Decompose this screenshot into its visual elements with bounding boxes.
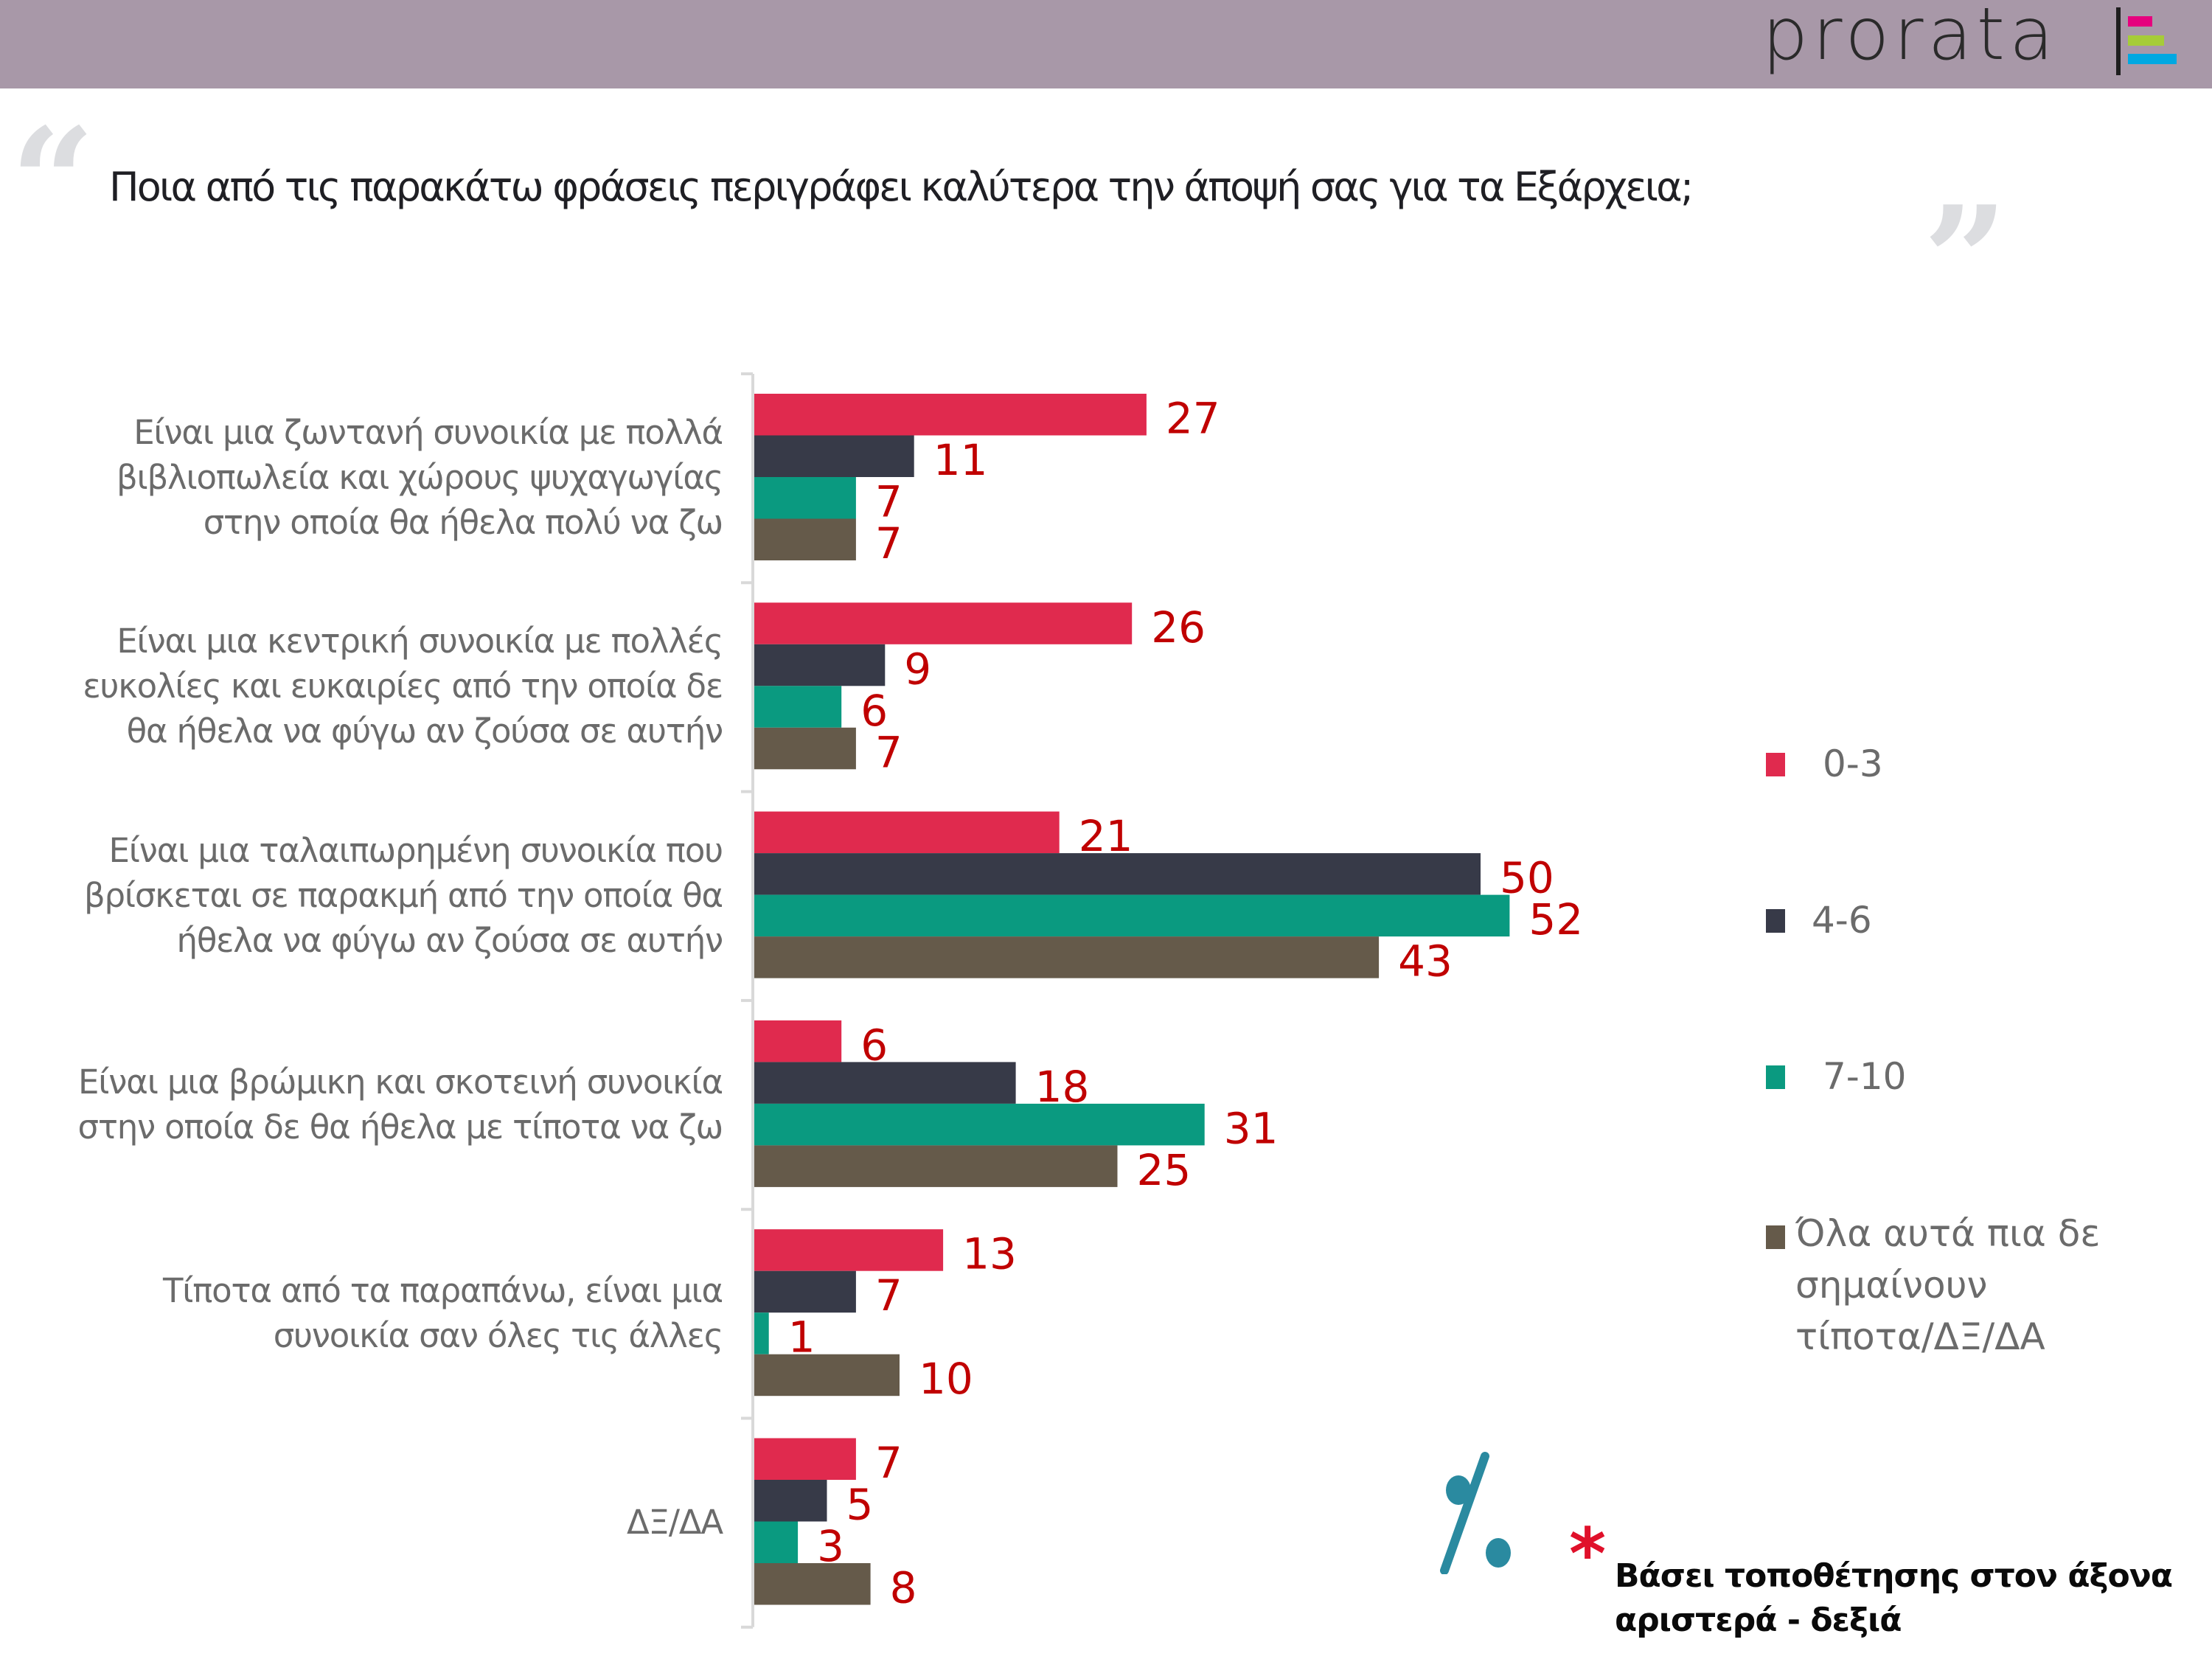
percent-dot-bottom <box>1486 1538 1511 1568</box>
legend-label: Όλα αυτά πια δε σημαίνουν τίποτα/ΔΞ/ΔΑ <box>1795 1208 2100 1363</box>
legend-label: 7-10 <box>1823 1055 1907 1098</box>
data-label: 10 <box>919 1354 973 1404</box>
data-label: 18 <box>1035 1062 1090 1112</box>
bar-0-3 <box>754 1229 944 1271</box>
category-line: ΔΞ/ΔΑ <box>627 1503 723 1542</box>
category-line: συνοικία σαν όλες τις άλλες <box>273 1316 723 1355</box>
bar-0-3 <box>754 1438 856 1480</box>
category-line: στην οποία δε θα ήθελα με τίποτα να ζω <box>77 1107 724 1147</box>
bar-4-6 <box>754 435 914 477</box>
category-label-2: Είναι μια ταλαιπωρημένη συνοικία που βρί… <box>0 828 723 963</box>
logo-stripe-blue <box>2128 54 2177 64</box>
bar-4-6 <box>754 1270 856 1313</box>
legend-swatch <box>1766 1225 1785 1249</box>
legend-line: σημαίνουν <box>1795 1264 1988 1307</box>
bar-7-10 <box>754 477 856 519</box>
data-label: 7 <box>875 518 902 568</box>
data-label: 3 <box>817 1521 844 1571</box>
data-label: 7 <box>875 1270 902 1321</box>
data-label: 52 <box>1528 894 1583 945</box>
bar-4-6 <box>754 1480 827 1522</box>
bar-0-3 <box>754 394 1147 436</box>
category-line: βιβλιοπωλεία και χώρους ψυχαγωγίας <box>116 458 723 497</box>
bar-0-3 <box>754 811 1060 854</box>
category-label-0: Είναι μια ζωντανή συνοικία με πολλά βιβλ… <box>0 410 723 545</box>
asterisk-icon: * <box>1569 1513 1607 1596</box>
header-band <box>0 0 2212 88</box>
data-label: 7 <box>875 1438 902 1488</box>
page-title: Ποια από τις παρακάτω φράσεις περιγράφει… <box>109 164 1694 210</box>
legend-label: 0-3 <box>1823 742 1883 785</box>
legend-swatch <box>1766 909 1785 933</box>
bar-0-3 <box>754 1020 842 1062</box>
category-line: ευκολίες και ευκαιρίες από την οποία δε <box>83 667 723 706</box>
data-label: 25 <box>1137 1145 1192 1195</box>
category-line: Είναι μια βρώμικη και σκοτεινή συνοικία <box>78 1062 723 1102</box>
category-line: Είναι μια ταλαιπωρημένη συνοικία που <box>108 831 724 870</box>
data-label: 27 <box>1166 394 1220 444</box>
category-line: βρίσκεται σε παρακμή από την οποία θα <box>83 876 723 915</box>
bar-0-3 <box>754 602 1133 644</box>
data-label: 11 <box>933 435 988 485</box>
bar-4-6 <box>754 644 886 686</box>
bar-Όλα αυτά πια δε σημαίνουν τίποτα/ΔΞ/ΔΑ <box>754 727 856 770</box>
data-label: 26 <box>1151 602 1206 653</box>
bar-Όλα αυτά πια δε σημαίνουν τίποτα/ΔΞ/ΔΑ <box>754 1145 1118 1187</box>
data-label: 43 <box>1398 936 1453 987</box>
category-line: Τίποτα από τα παραπάνω, είναι μια <box>162 1271 723 1310</box>
category-label-5: ΔΞ/ΔΑ <box>0 1500 723 1545</box>
category-line: ήθελα να φύγω αν ζούσα σε αυτήν <box>176 921 724 960</box>
bar-Όλα αυτά πια δε σημαίνουν τίποτα/ΔΞ/ΔΑ <box>754 1563 871 1605</box>
bar-Όλα αυτά πια δε σημαίνουν τίποτα/ΔΞ/ΔΑ <box>754 1354 900 1397</box>
legend-line: τίποτα/ΔΞ/ΔΑ <box>1795 1315 2045 1358</box>
percent-slash <box>1440 1452 1489 1574</box>
close-quote-icon: ” <box>1923 174 2008 347</box>
category-line: Είναι μια κεντρική συνοικία με πολλές <box>116 622 723 661</box>
data-label: 13 <box>962 1229 1017 1279</box>
bar-Όλα αυτά πια δε σημαίνουν τίποτα/ΔΞ/ΔΑ <box>754 936 1380 978</box>
data-label: 9 <box>904 644 931 694</box>
data-label: 1 <box>788 1312 815 1363</box>
data-label: 6 <box>860 686 888 736</box>
bar-7-10 <box>754 1521 799 1563</box>
data-label: 7 <box>875 477 902 527</box>
logo-text: prorata <box>1762 0 2059 77</box>
bar-4-6 <box>754 1062 1016 1104</box>
category-line: θα ήθελα να φύγω αν ζούσα σε αυτήν <box>126 712 724 751</box>
bar-7-10 <box>754 1103 1205 1146</box>
category-line: στην οποία θα ήθελα πολύ να ζω <box>203 503 723 542</box>
category-label-4: Τίποτα από τα παραπάνω, είναι μια συνοικ… <box>0 1268 723 1358</box>
bar-7-10 <box>754 894 1510 937</box>
bar-Όλα αυτά πια δε σημαίνουν τίποτα/ΔΞ/ΔΑ <box>754 518 856 560</box>
footnote-line: αριστερά - δεξιά <box>1615 1601 1902 1639</box>
data-label: 50 <box>1500 853 1554 903</box>
logo-stripe-pink <box>2128 16 2152 27</box>
percent-dot-top <box>1446 1475 1471 1505</box>
data-label: 21 <box>1079 811 1133 861</box>
legend-swatch <box>1766 1065 1785 1089</box>
data-label: 7 <box>875 727 902 777</box>
category-line: Είναι μια ζωντανή συνοικία με πολλά <box>133 413 723 452</box>
footnote-line: Βάσει τοποθέτησης στον άξονα <box>1615 1557 2173 1595</box>
legend-line: Όλα αυτά πια δε <box>1795 1212 2101 1255</box>
open-quote-icon: “ <box>10 96 96 269</box>
logo-stripe-green <box>2128 35 2164 46</box>
footnote-text: Βάσει τοποθέτησης στον άξονα αριστερά - … <box>1615 1554 2173 1643</box>
legend-label: 4-6 <box>1812 899 1872 942</box>
data-label: 31 <box>1224 1103 1279 1153</box>
data-label: 5 <box>846 1480 874 1530</box>
bar-7-10 <box>754 1312 769 1354</box>
bar-7-10 <box>754 686 842 728</box>
legend-swatch <box>1766 753 1785 776</box>
data-label: 8 <box>890 1563 917 1613</box>
category-label-1: Είναι μια κεντρική συνοικία με πολλές ευ… <box>0 619 723 754</box>
logo-divider <box>2116 7 2121 75</box>
bar-4-6 <box>754 853 1481 895</box>
percent-icon <box>1440 1452 1511 1574</box>
category-label-3: Είναι μια βρώμικη και σκοτεινή συνοικία … <box>0 1060 724 1150</box>
data-label: 6 <box>860 1020 888 1070</box>
